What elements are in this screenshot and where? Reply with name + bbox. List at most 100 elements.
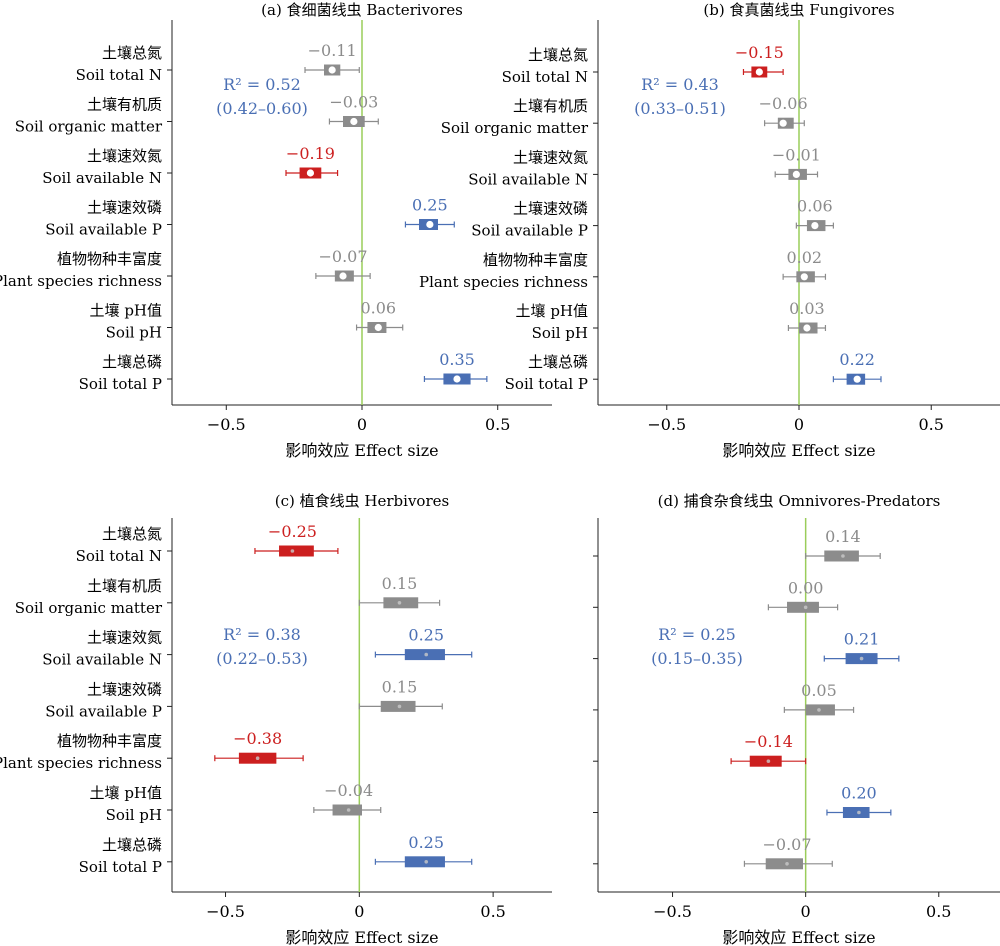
effect-value-label: 0.14 [825,527,861,546]
effect-value-label: −0.15 [735,43,784,62]
x-tick-label: 0.5 [926,902,951,921]
category-label-en: Soil pH [106,324,162,342]
category-label-zh: 植物物种丰富度 [57,250,162,268]
point-estimate-marker [853,375,861,383]
point-estimate-marker [374,323,382,332]
point-estimate-marker [857,810,861,815]
point-estimate-marker [255,756,260,760]
effect-value-label: −0.07 [763,835,812,854]
category-label-zh: 土壤速效磷 [87,199,162,217]
point-estimate-marker [346,808,351,812]
category-label-zh: 土壤总氮 [102,44,162,62]
effect-box [749,755,782,767]
category-label-zh: 土壤有机质 [513,97,588,115]
category-label-zh: 土壤速效氮 [87,629,162,647]
point-estimate-marker [424,652,429,657]
point-estimate-marker [841,554,845,558]
category-label-en: Soil organic matter [441,119,589,137]
panel-b: (b) 食真菌线虫 Fungivores −0.5 0 0.5 影响效应 Effect … [419,1,1000,460]
effect-value-label: −0.06 [759,94,808,113]
point-estimate-marker [859,656,864,661]
effect-value-label: −0.03 [329,93,378,112]
effect-box [842,807,870,818]
category-label-zh: 土壤总磷 [102,836,162,854]
category-label-zh: 土壤有机质 [87,577,162,595]
effect-value-label: −0.25 [268,522,317,541]
point-estimate-marker [811,222,819,230]
r-squared-label: R² = 0.38 [223,625,301,644]
effect-value-label: 0.05 [801,681,837,700]
effect-value-label: 0.02 [786,248,822,267]
r-squared-interval: (0.42–0.60) [216,99,308,118]
x-tick-label: 0 [801,902,811,921]
panel-title: (b) 食真菌线虫 Fungivores [703,1,894,19]
x-axis-label: 影响效应 Effect size [285,928,438,946]
effect-value-label: 0.35 [439,350,475,369]
effect-value-label: −0.11 [308,41,357,60]
x-axis-label: 影响效应 Effect size [722,441,875,460]
effect-value-label: 0.00 [788,578,824,597]
category-label-en: Soil organic matter [15,599,163,617]
point-estimate-marker [424,860,429,864]
category-label-en: Soil total N [76,66,162,84]
effect-value-label: −0.14 [744,732,793,751]
effect-value-label: −0.38 [233,729,282,748]
category-label-en: Plant species richness [0,754,162,772]
r-squared-label: R² = 0.25 [658,625,736,644]
x-tick-label: 0.5 [480,902,505,921]
category-label-en: Soil total N [76,547,162,565]
point-estimate-marker [328,66,336,74]
point-estimate-marker [800,273,808,281]
panel-title: (a) 食细菌线虫 Bacterivores [261,1,463,19]
x-tick-label: −0.5 [653,902,692,921]
r-squared-label: R² = 0.52 [223,75,301,94]
x-tick-label: −0.5 [647,415,686,434]
effect-value-label: 0.25 [408,833,444,852]
x-tick-label: −0.5 [207,415,246,434]
effect-box [787,601,819,613]
category-label-zh: 土壤 pH值 [516,302,588,320]
category-label-en: Soil total P [505,375,588,393]
category-label-en: Plant species richness [419,273,588,291]
category-label-en: Soil total N [502,68,588,86]
panel-a: (a) 食细菌线虫 Bacterivores −0.5 0 0.5 影响效应 Effec… [0,1,552,460]
x-tick-label: 0 [354,902,364,921]
r-squared-interval: (0.22–0.53) [216,649,308,668]
effect-value-label: 0.21 [844,630,880,649]
effect-value-label: 0.06 [797,197,833,216]
r-squared-interval: (0.15–0.35) [651,649,743,668]
effect-box [279,545,314,557]
category-label-en: Plant species richness [0,272,162,290]
x-tick-label: 0.5 [485,415,510,434]
point-estimate-marker [817,708,821,712]
effect-value-label: −0.19 [286,144,335,163]
effect-value-label: 0.06 [360,299,396,318]
x-tick-label: 0 [794,415,804,434]
category-label-en: Soil available N [468,170,588,188]
effect-value-label: −0.07 [318,247,367,266]
point-estimate-marker [350,117,358,126]
category-label-zh: 土壤总氮 [102,525,162,543]
x-axis-label: 影响效应 Effect size [722,928,875,946]
point-estimate-marker [290,549,295,553]
effect-value-label: 0.25 [412,196,448,215]
effect-value-label: −0.04 [324,781,373,800]
effect-value-label: 0.22 [839,350,875,369]
category-label-en: Soil available P [45,702,162,720]
point-estimate-marker [397,601,402,605]
r-squared-interval: (0.33–0.51) [634,99,726,118]
effect-value-label: 0.15 [382,677,418,696]
x-tick-label: 0 [357,415,367,434]
effect-value-label: 0.25 [408,626,444,645]
point-estimate-marker [803,324,811,332]
category-label-zh: 土壤有机质 [87,96,162,114]
category-label-en: Soil available N [42,169,162,187]
x-tick-label: −0.5 [206,902,245,921]
effect-box [765,858,803,870]
r-squared-label: R² = 0.43 [641,75,719,94]
category-label-en: Soil available P [471,222,588,240]
point-estimate-marker [779,119,787,127]
point-estimate-marker [339,272,347,280]
point-estimate-marker [453,375,461,383]
